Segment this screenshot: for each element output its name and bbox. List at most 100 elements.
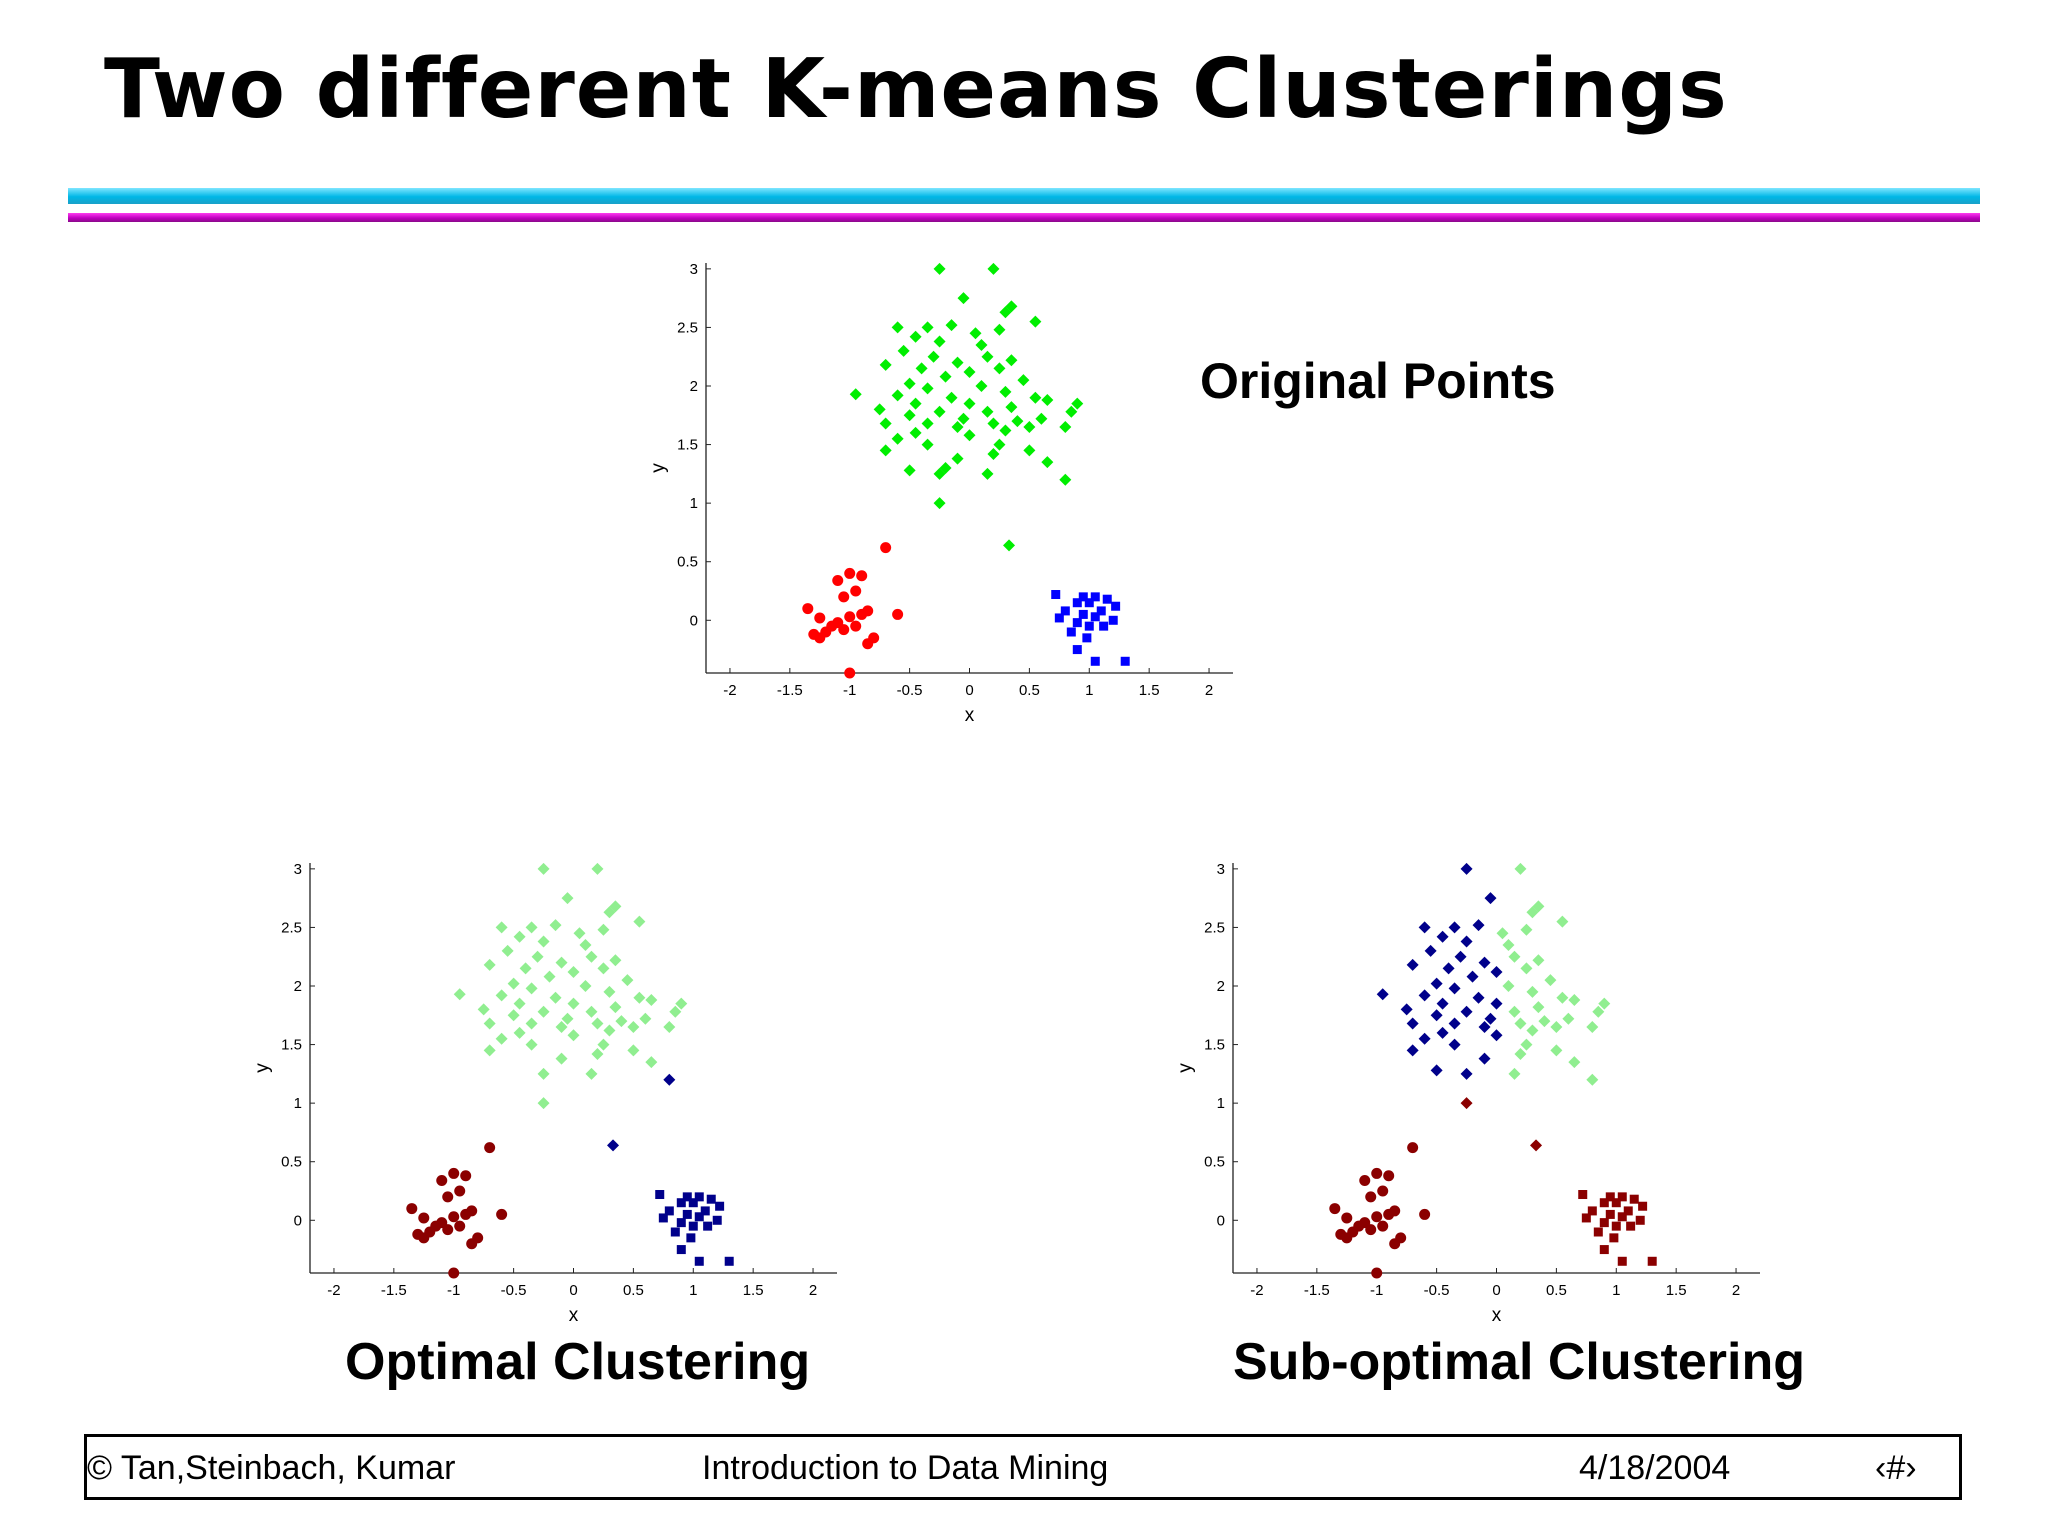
data-point	[1406, 1044, 1419, 1057]
data-point	[832, 574, 844, 586]
data-point	[921, 321, 934, 334]
x-tick-label: -2	[723, 682, 736, 699]
data-point	[844, 611, 856, 623]
data-point	[1526, 985, 1539, 998]
data-point	[903, 377, 916, 390]
data-point	[1029, 391, 1042, 404]
data-point	[567, 1029, 580, 1042]
data-point	[633, 915, 646, 928]
data-point	[1341, 1232, 1353, 1244]
data-point	[1611, 1221, 1621, 1231]
data-point	[1418, 921, 1431, 934]
data-point	[1430, 1009, 1443, 1022]
data-point	[1090, 656, 1100, 666]
y-tick-label: 0	[690, 612, 698, 629]
data-point	[484, 1142, 496, 1154]
data-point	[1490, 965, 1503, 978]
data-point	[694, 1256, 704, 1266]
data-point	[1376, 988, 1389, 1001]
data-point	[1084, 621, 1094, 631]
data-point	[999, 306, 1012, 319]
data-point	[1096, 606, 1106, 616]
y-tick-label: 3	[690, 261, 698, 278]
data-point	[603, 1024, 616, 1037]
data-point	[483, 1044, 496, 1057]
data-point	[1436, 930, 1449, 943]
data-point	[1023, 444, 1036, 457]
data-point	[1406, 958, 1419, 971]
data-point	[639, 1012, 652, 1025]
caption-original-points: Original Points	[1200, 353, 1556, 409]
data-point	[686, 1233, 696, 1243]
caption-optimal-clustering: Optimal Clustering	[345, 1333, 811, 1391]
data-point	[1078, 609, 1088, 619]
data-point	[903, 409, 916, 422]
data-point	[627, 1021, 640, 1033]
data-point	[1532, 900, 1545, 913]
y-tick-label: 0	[294, 1212, 302, 1229]
x-tick-label: -0.5	[1424, 1282, 1450, 1299]
data-point	[1011, 415, 1024, 428]
data-point	[1581, 1213, 1591, 1223]
data-point	[1005, 300, 1018, 313]
x-tick-label: -0.5	[897, 682, 923, 699]
x-axis-label: x	[569, 1305, 579, 1326]
data-point	[507, 977, 520, 990]
data-point	[1626, 1221, 1636, 1231]
x-tick-label: -2	[327, 1282, 340, 1299]
data-point	[555, 1021, 568, 1033]
data-point	[1460, 1005, 1473, 1018]
data-point	[1466, 970, 1479, 983]
data-point	[436, 1174, 448, 1186]
data-point	[579, 980, 592, 992]
x-tick-label: 1	[1612, 1282, 1620, 1299]
x-tick-label: -2	[1250, 1282, 1263, 1299]
y-tick-label: 2.5	[677, 319, 698, 336]
data-point	[909, 426, 922, 439]
data-point	[1108, 615, 1118, 625]
data-point	[1090, 612, 1100, 622]
data-point	[1418, 989, 1431, 1002]
data-point	[703, 1221, 713, 1231]
data-point	[1478, 1021, 1491, 1033]
data-point	[1532, 1001, 1545, 1014]
data-point	[1605, 1192, 1615, 1202]
data-point	[1017, 374, 1030, 387]
data-point	[844, 567, 856, 579]
data-point	[549, 991, 562, 1004]
data-point	[495, 921, 508, 934]
data-point	[1496, 927, 1509, 940]
data-point	[537, 1097, 550, 1110]
data-point	[591, 1047, 604, 1060]
data-point	[1556, 991, 1569, 1004]
data-point	[1424, 944, 1437, 957]
data-point	[1377, 1185, 1389, 1197]
data-point	[591, 862, 604, 875]
data-point	[1460, 1067, 1473, 1080]
data-point	[555, 1052, 568, 1065]
title-rule-magenta	[68, 213, 1980, 222]
data-point	[963, 397, 976, 410]
data-point	[597, 923, 610, 936]
data-point	[987, 447, 1000, 460]
data-point	[1371, 1211, 1383, 1223]
data-point	[1478, 1052, 1491, 1065]
data-point	[856, 608, 868, 620]
y-tick-label: 0.5	[677, 554, 698, 571]
x-tick-label: 0	[569, 1282, 577, 1299]
data-point	[454, 1220, 466, 1232]
data-point	[1472, 991, 1485, 1004]
data-point	[981, 467, 994, 480]
data-point	[1051, 590, 1061, 600]
data-point	[483, 1017, 496, 1030]
data-point	[1072, 598, 1082, 608]
data-point	[969, 327, 982, 340]
data-point	[1430, 1064, 1443, 1077]
data-point	[1090, 592, 1100, 602]
data-point	[939, 370, 952, 383]
data-point	[945, 391, 958, 404]
x-tick-label: -1.5	[381, 1282, 407, 1299]
data-point	[1460, 935, 1473, 948]
data-point	[1329, 1203, 1341, 1215]
data-point	[850, 620, 862, 632]
